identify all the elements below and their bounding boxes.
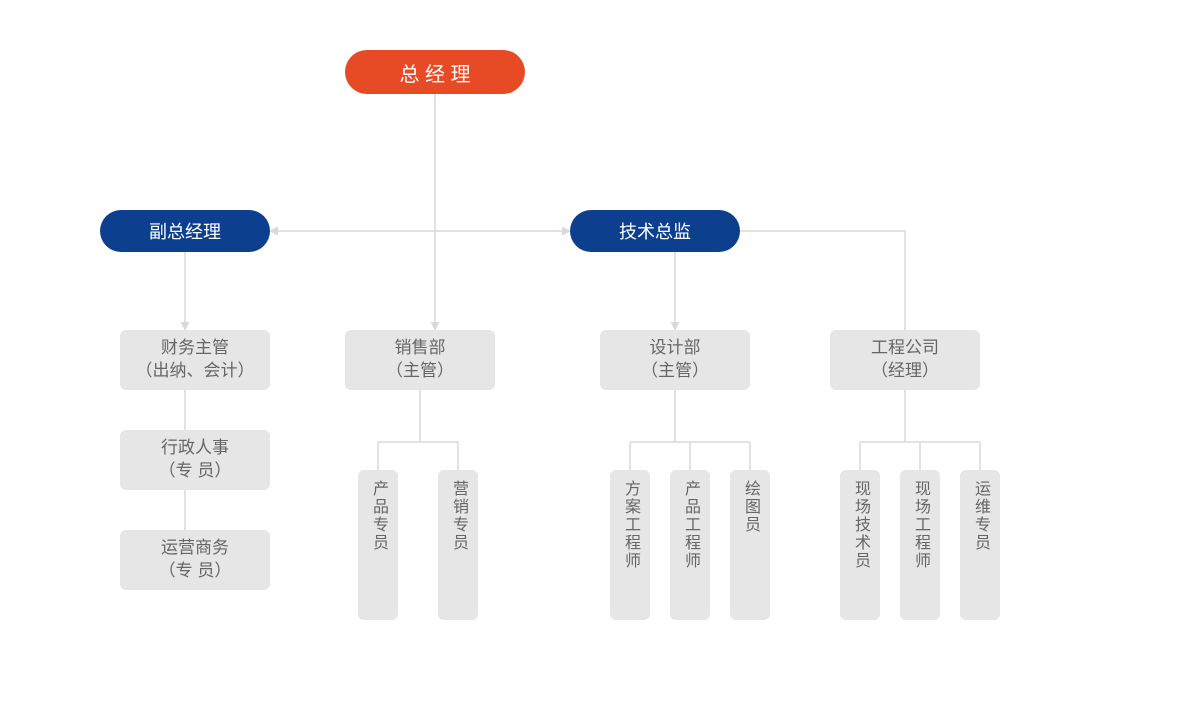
node-label-line2: （专 员）: [159, 560, 232, 583]
node-label: 现场工程师: [908, 480, 932, 570]
node-label: 总 经 理: [399, 58, 470, 87]
node-general-manager: 总 经 理: [345, 50, 525, 94]
node-solution-engineer: 方案工程师: [610, 470, 650, 620]
node-label: 副总经理: [149, 218, 221, 244]
node-label: 技术总监: [619, 218, 691, 244]
node-label: 产品工程师: [678, 480, 702, 570]
node-label: 营销专员: [446, 480, 470, 552]
node-marketing-specialist: 营销专员: [438, 470, 478, 620]
node-hr: 行政人事 （专 员）: [120, 430, 270, 490]
node-label-line2: （专 员）: [159, 460, 232, 483]
node-label-line2: （主管）: [641, 360, 709, 383]
node-label: 绘图员: [738, 480, 762, 534]
node-label-line1: 运营商务: [159, 537, 232, 560]
node-label-line2: （出纳、会计）: [136, 360, 255, 383]
node-label: 方案工程师: [618, 480, 642, 570]
node-label-line1: 行政人事: [159, 437, 232, 460]
node-label-line1: 财务主管: [136, 337, 255, 360]
node-ops: 运营商务 （专 员）: [120, 530, 270, 590]
node-finance: 财务主管 （出纳、会计）: [120, 330, 270, 390]
node-product-specialist: 产品专员: [358, 470, 398, 620]
node-label: 产品专员: [366, 480, 390, 552]
node-sales: 销售部 （主管）: [345, 330, 495, 390]
node-label-line1: 设计部: [641, 337, 709, 360]
node-ops-specialist: 运维专员: [960, 470, 1000, 620]
node-label: 运维专员: [968, 480, 992, 552]
node-label-line1: 工程公司: [871, 337, 939, 360]
node-label-line2: （主管）: [386, 360, 454, 383]
node-tech-director: 技术总监: [570, 210, 740, 252]
node-vice-general-manager: 副总经理: [100, 210, 270, 252]
node-engineering: 工程公司 （经理）: [830, 330, 980, 390]
node-drafter: 绘图员: [730, 470, 770, 620]
node-label-line1: 销售部: [386, 337, 454, 360]
node-onsite-tech: 现场技术员: [840, 470, 880, 620]
node-design: 设计部 （主管）: [600, 330, 750, 390]
node-onsite-engineer: 现场工程师: [900, 470, 940, 620]
node-label: 现场技术员: [848, 480, 872, 570]
node-label-line2: （经理）: [871, 360, 939, 383]
node-product-engineer: 产品工程师: [670, 470, 710, 620]
